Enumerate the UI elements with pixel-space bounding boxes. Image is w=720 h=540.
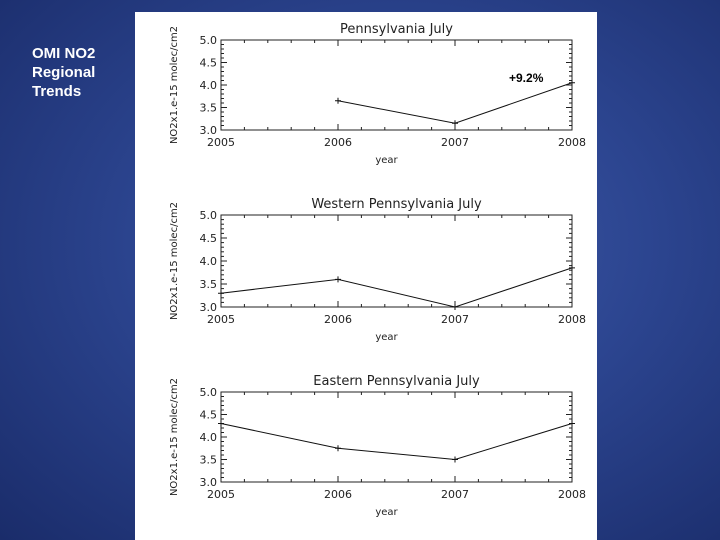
panel-1-data-point-2	[569, 79, 575, 86]
slide-title: OMI NO2 Regional Trends	[32, 44, 132, 101]
panel-3-data-point-0	[218, 420, 224, 427]
panel-1-ytick-label-0: 3.0	[200, 124, 218, 137]
panel-1-data-point-1	[452, 120, 458, 127]
panel-3-title: Eastern Pennsylvania July	[313, 374, 480, 389]
panel-3-xtick-label-2: 2007	[441, 488, 469, 501]
panel-3-ytick-label-0: 3.0	[200, 476, 218, 489]
panel-2-xtick-label-2: 2007	[441, 313, 469, 326]
panel-1-ytick-label-2: 4.0	[200, 79, 218, 92]
panel-2-data-point-3	[569, 264, 575, 271]
panel-1-xtick-label-2: 2007	[441, 136, 469, 149]
panel-2-data-point-1	[335, 276, 341, 283]
panel-2-ytick-label-4: 5.0	[200, 209, 218, 222]
panel-1-xtick-label-3: 2008	[558, 136, 586, 149]
panel-2-xlabel: year	[375, 332, 398, 343]
panel-2-data-point-0	[218, 290, 224, 297]
slide-title-line-3: Trends	[32, 83, 82, 100]
chart-figure: Pennsylvania July 3.0 3.5 4.0 4.5 5.0 2005 2006…	[135, 12, 597, 540]
panel-3-ylabel: NO2x1.e-15 molec/cm2	[169, 378, 180, 496]
panel-1-frame	[220, 39, 573, 131]
panel-3-xlabel: year	[375, 507, 398, 518]
panel-3-data-point-3	[569, 420, 575, 427]
panel-3-data-point-1	[335, 445, 341, 452]
panel-3-xtick-label-3: 2008	[558, 488, 586, 501]
panel-2-ytick-label-0: 3.0	[200, 301, 218, 314]
panel-2-ytick-label-3: 4.5	[200, 232, 218, 245]
panel-2-ylabel: NO2x1.e-15 molec/cm2	[169, 202, 180, 320]
panel-2-xtick-label-0: 2005	[207, 313, 235, 326]
panel-1-ytick-label-1: 3.5	[200, 102, 218, 115]
slide-title-line-2: Regional	[32, 64, 96, 81]
panel-2-data-point-2	[452, 304, 458, 310]
panel-2-xtick-label-1: 2006	[324, 313, 352, 326]
panel-2-title: Western Pennsylvania July	[311, 197, 482, 212]
panel-3-ytick-label-2: 4.0	[200, 431, 218, 444]
panel-1-ytick-label-3: 4.5	[200, 57, 218, 70]
panel-3-ytick-label-3: 4.5	[200, 409, 218, 422]
panel-1-xlabel: year	[375, 155, 398, 166]
panel-1-data-point-0	[335, 97, 341, 104]
chart-canvas: Pennsylvania July 3.0 3.5 4.0 4.5 5.0 2005 2006…	[169, 22, 586, 518]
panel-2-ytick-label-2: 4.0	[200, 255, 218, 268]
panel-3-frame	[220, 391, 573, 483]
panel-2-xtick-label-3: 2008	[558, 313, 586, 326]
panel-1-series-line-0	[337, 82, 573, 124]
panel-1-xtick-label-0: 2005	[207, 136, 235, 149]
panel-3-xtick-label-0: 2005	[207, 488, 235, 501]
panel-3-ytick-label-1: 3.5	[200, 454, 218, 467]
panel-1-ytick-label-4: 5.0	[200, 34, 218, 47]
trend-callout: +9.2%	[509, 71, 544, 85]
panel-3-series-line-0	[220, 423, 573, 461]
panel-3-ytick-label-4: 5.0	[200, 386, 218, 399]
panel-2-ytick-label-1: 3.5	[200, 278, 218, 291]
panel-3-data-point-2	[452, 456, 458, 463]
slide-title-line-1: OMI NO2	[32, 45, 96, 62]
panel-1-title: Pennsylvania July	[340, 22, 453, 37]
panel-2-series-line-0	[220, 267, 573, 308]
panel-1-ylabel: NO2x1.e-15 molec/cm2	[169, 26, 180, 144]
panel-1-xtick-label-1: 2006	[324, 136, 352, 149]
panel-3-xtick-label-1: 2006	[324, 488, 352, 501]
